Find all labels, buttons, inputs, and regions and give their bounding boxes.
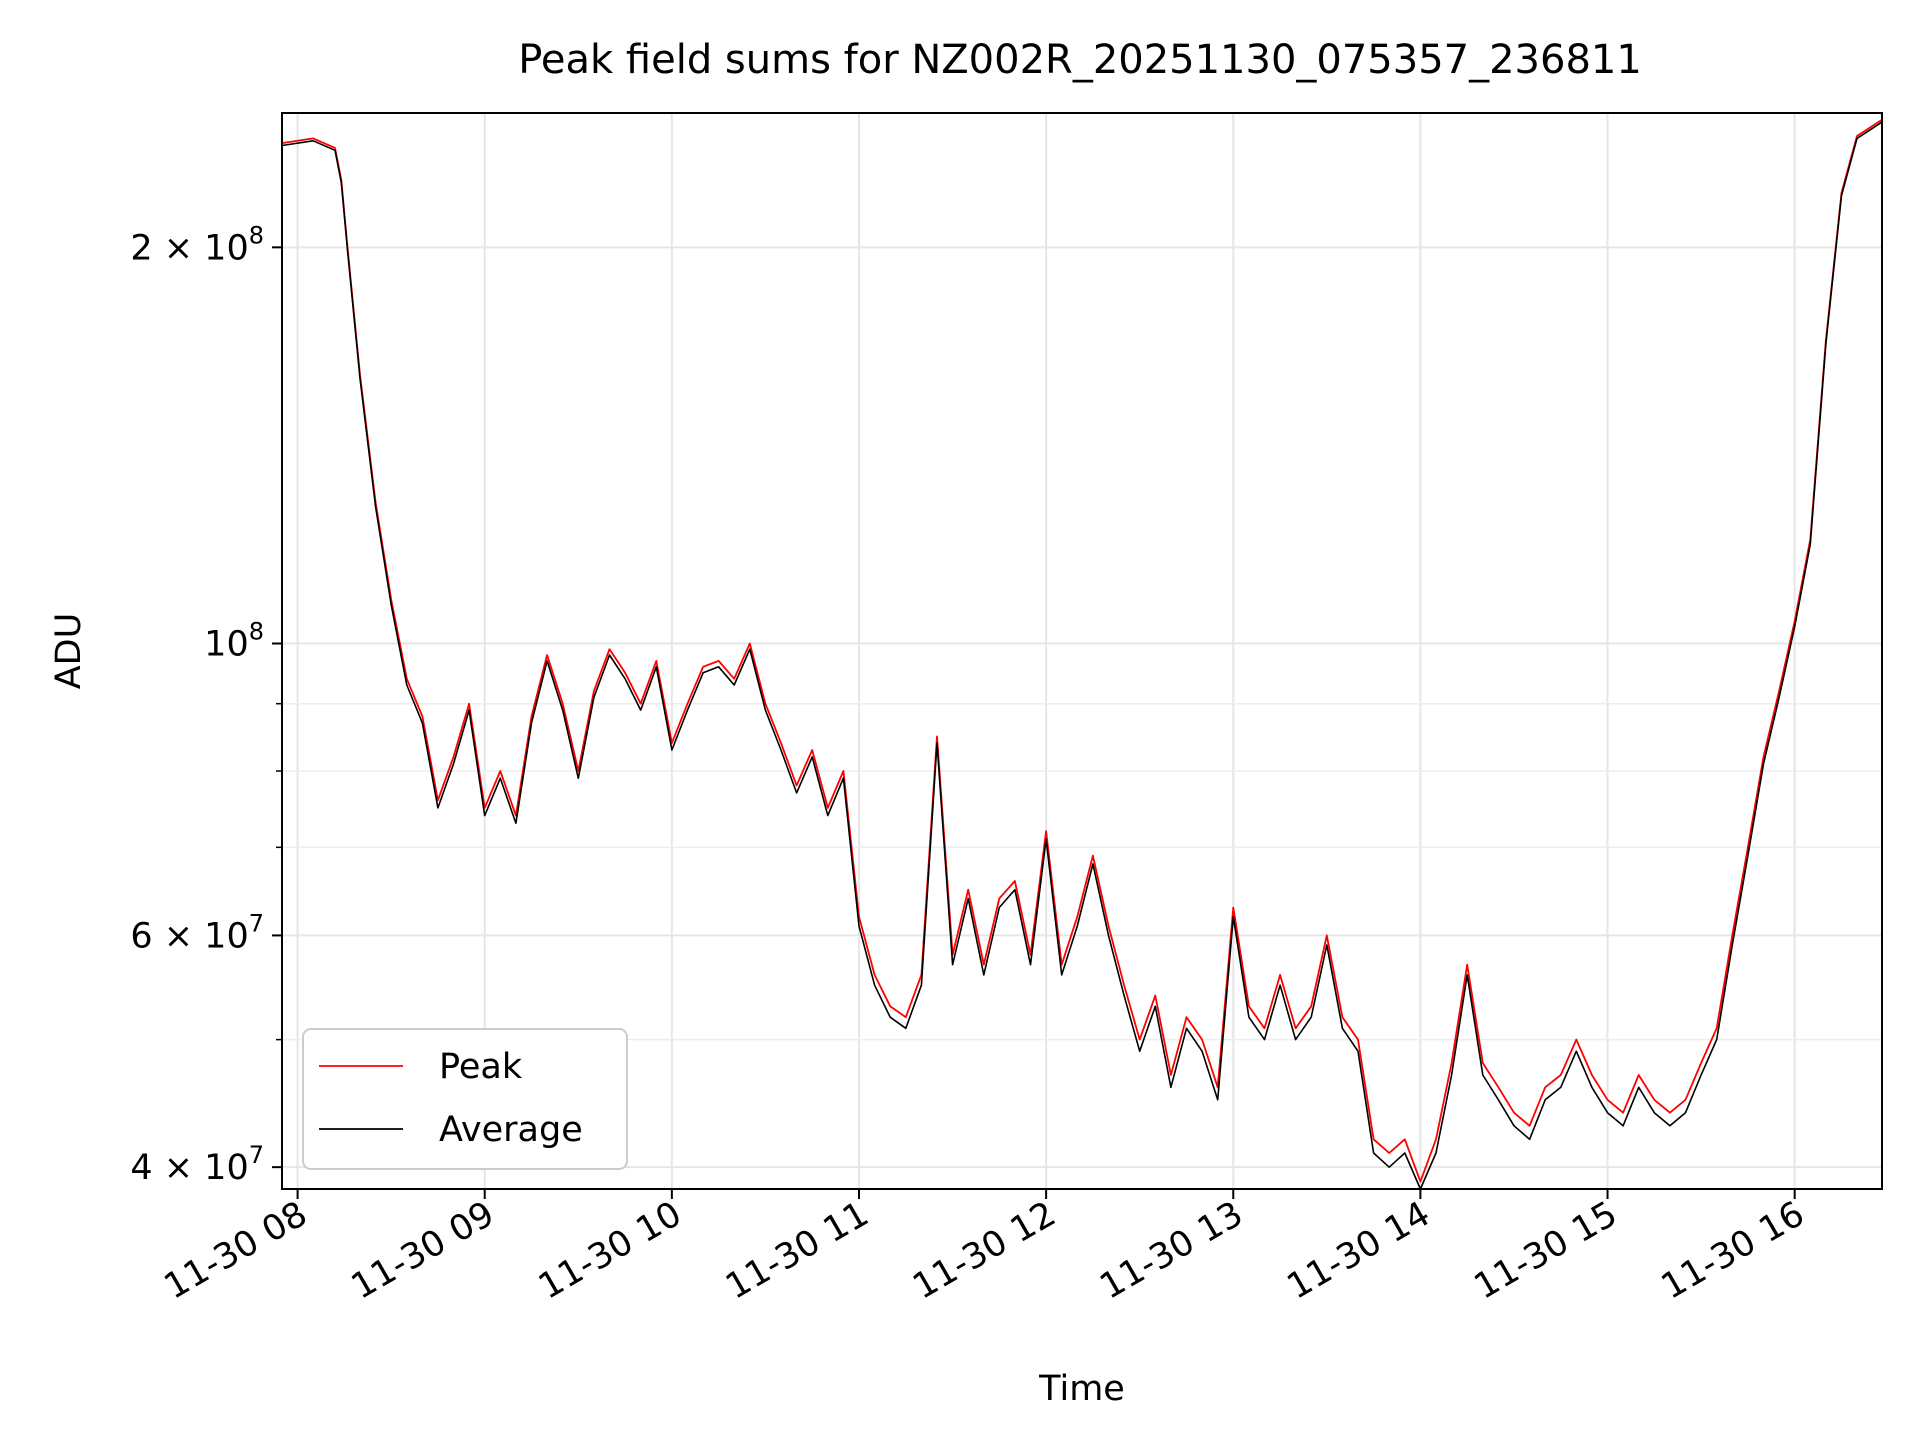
series-line-average	[281, 121, 1883, 1190]
x-axis-label: Time	[1038, 1369, 1125, 1409]
y-tick-label: 2 × 108	[130, 221, 264, 268]
chart-title: Peak field sums for NZ002R_20251130_0753…	[518, 37, 1642, 83]
legend-label-average: Average	[439, 1110, 583, 1150]
y-tick-label: 4 × 107	[130, 1141, 264, 1188]
legend: Peak Average	[302, 1028, 628, 1170]
legend-box	[302, 1028, 628, 1170]
y-tick-mantissa: 2 × 10	[130, 228, 248, 268]
grid-lines	[282, 113, 1882, 1189]
y-tick-label: 6 × 107	[130, 909, 264, 956]
y-tick-exponent: 7	[249, 909, 264, 937]
legend-label-peak: Peak	[439, 1047, 523, 1087]
y-tick-mantissa: 4 × 10	[130, 1148, 248, 1188]
y-axis-label: ADU	[49, 613, 89, 690]
y-tick-mantissa: 6 × 10	[130, 916, 248, 956]
y-tick-mantissa: 10	[204, 624, 249, 664]
y-tick-label: 108	[204, 617, 264, 664]
y-tick-exponent: 8	[249, 221, 264, 249]
series-line-peak	[281, 119, 1883, 1183]
y-tick-exponent: 7	[249, 1141, 264, 1169]
y-tick-exponent: 8	[249, 617, 264, 645]
series-lines	[281, 119, 1883, 1190]
plot-frame	[281, 112, 1883, 1190]
